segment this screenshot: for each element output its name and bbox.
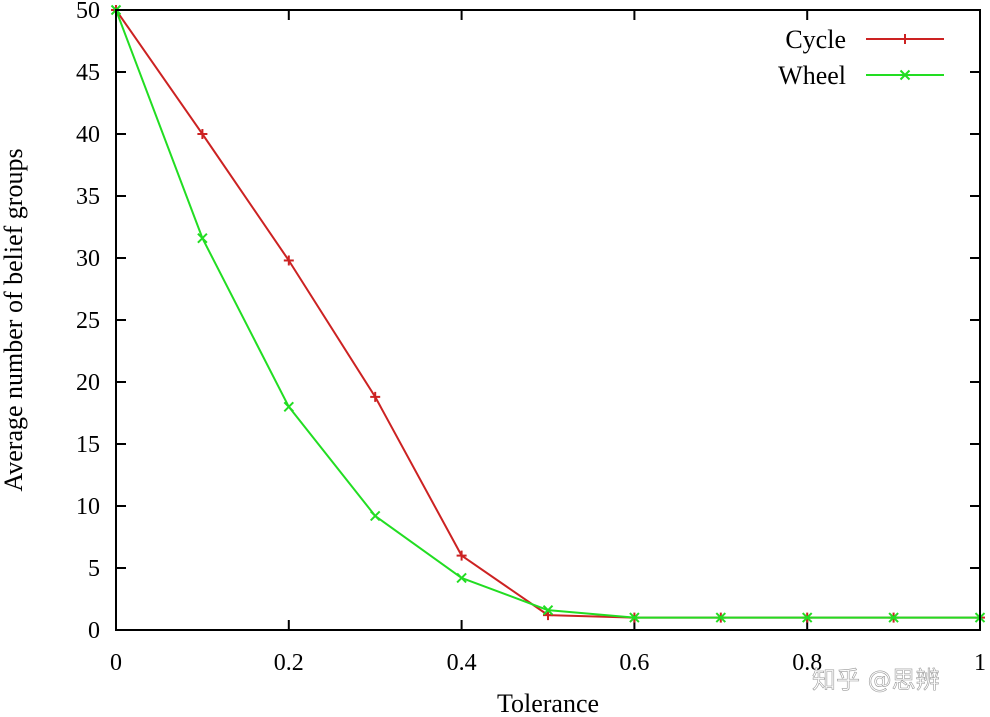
y-tick-label: 5 — [88, 556, 100, 582]
data-point-cycle — [456, 550, 467, 561]
y-tick-label: 45 — [76, 60, 100, 86]
data-point-wheel — [542, 604, 554, 616]
y-tick-label: 40 — [76, 122, 100, 148]
series-line-wheel — [115, 9, 980, 619]
watermark-text: 知乎 @思辨 — [812, 666, 940, 694]
x-tick-labels: 0 0.2 0.4 0.6 0.8 1 — [110, 650, 986, 676]
data-point-wheel — [369, 510, 381, 522]
y-tick-label: 15 — [76, 432, 100, 458]
y-tick-labels: 0 5 10 15 20 25 30 35 40 45 50 — [76, 0, 100, 644]
legend: Cycle Wheel — [778, 25, 944, 90]
y-tick-label: 50 — [76, 0, 100, 24]
legend-marker-symbol-cycle — [900, 34, 910, 44]
y-tick-label: 10 — [76, 494, 100, 520]
y-tick-label: 30 — [76, 246, 100, 272]
data-point-wheel — [715, 612, 727, 623]
data-point-wheel — [629, 612, 640, 623]
x-tick-label: 0.6 — [619, 650, 649, 676]
x-tick-label: 1 — [974, 650, 986, 676]
data-point-wheel — [283, 401, 295, 413]
legend-marker-wheel — [899, 69, 911, 81]
x-tick-label: 0.2 — [274, 650, 304, 676]
data-point-wheel — [888, 612, 899, 623]
axis-ticks — [115, 9, 981, 631]
data-point-cycle — [543, 610, 553, 621]
data-point-cycle — [197, 129, 208, 139]
data-point-wheel — [801, 612, 813, 623]
data-point-cycle — [283, 255, 294, 266]
plot-area-frame — [115, 9, 981, 631]
y-tick-label: 35 — [76, 184, 100, 210]
x-tick-label: 0 — [110, 650, 122, 676]
legend-marker-cycle — [900, 34, 910, 44]
legend-label-cycle: Cycle — [785, 25, 846, 54]
data-point-wheel — [456, 572, 467, 584]
series-line-cycle — [115, 9, 980, 619]
y-axis-title: Average number of belief groups — [0, 148, 28, 491]
x-axis-title: Tolerance — [497, 689, 599, 717]
legend-marker-symbol-wheel — [899, 69, 911, 81]
x-tick-label: 0.4 — [447, 650, 477, 676]
data-point-wheel — [197, 232, 208, 244]
legend-label-wheel: Wheel — [778, 61, 846, 90]
y-tick-label: 20 — [76, 370, 100, 396]
series-layer — [110, 4, 986, 623]
y-tick-label: 0 — [88, 618, 100, 644]
data-point-cycle — [370, 391, 381, 402]
x-tick-label: 0.8 — [792, 650, 822, 676]
y-tick-label: 25 — [76, 308, 100, 334]
